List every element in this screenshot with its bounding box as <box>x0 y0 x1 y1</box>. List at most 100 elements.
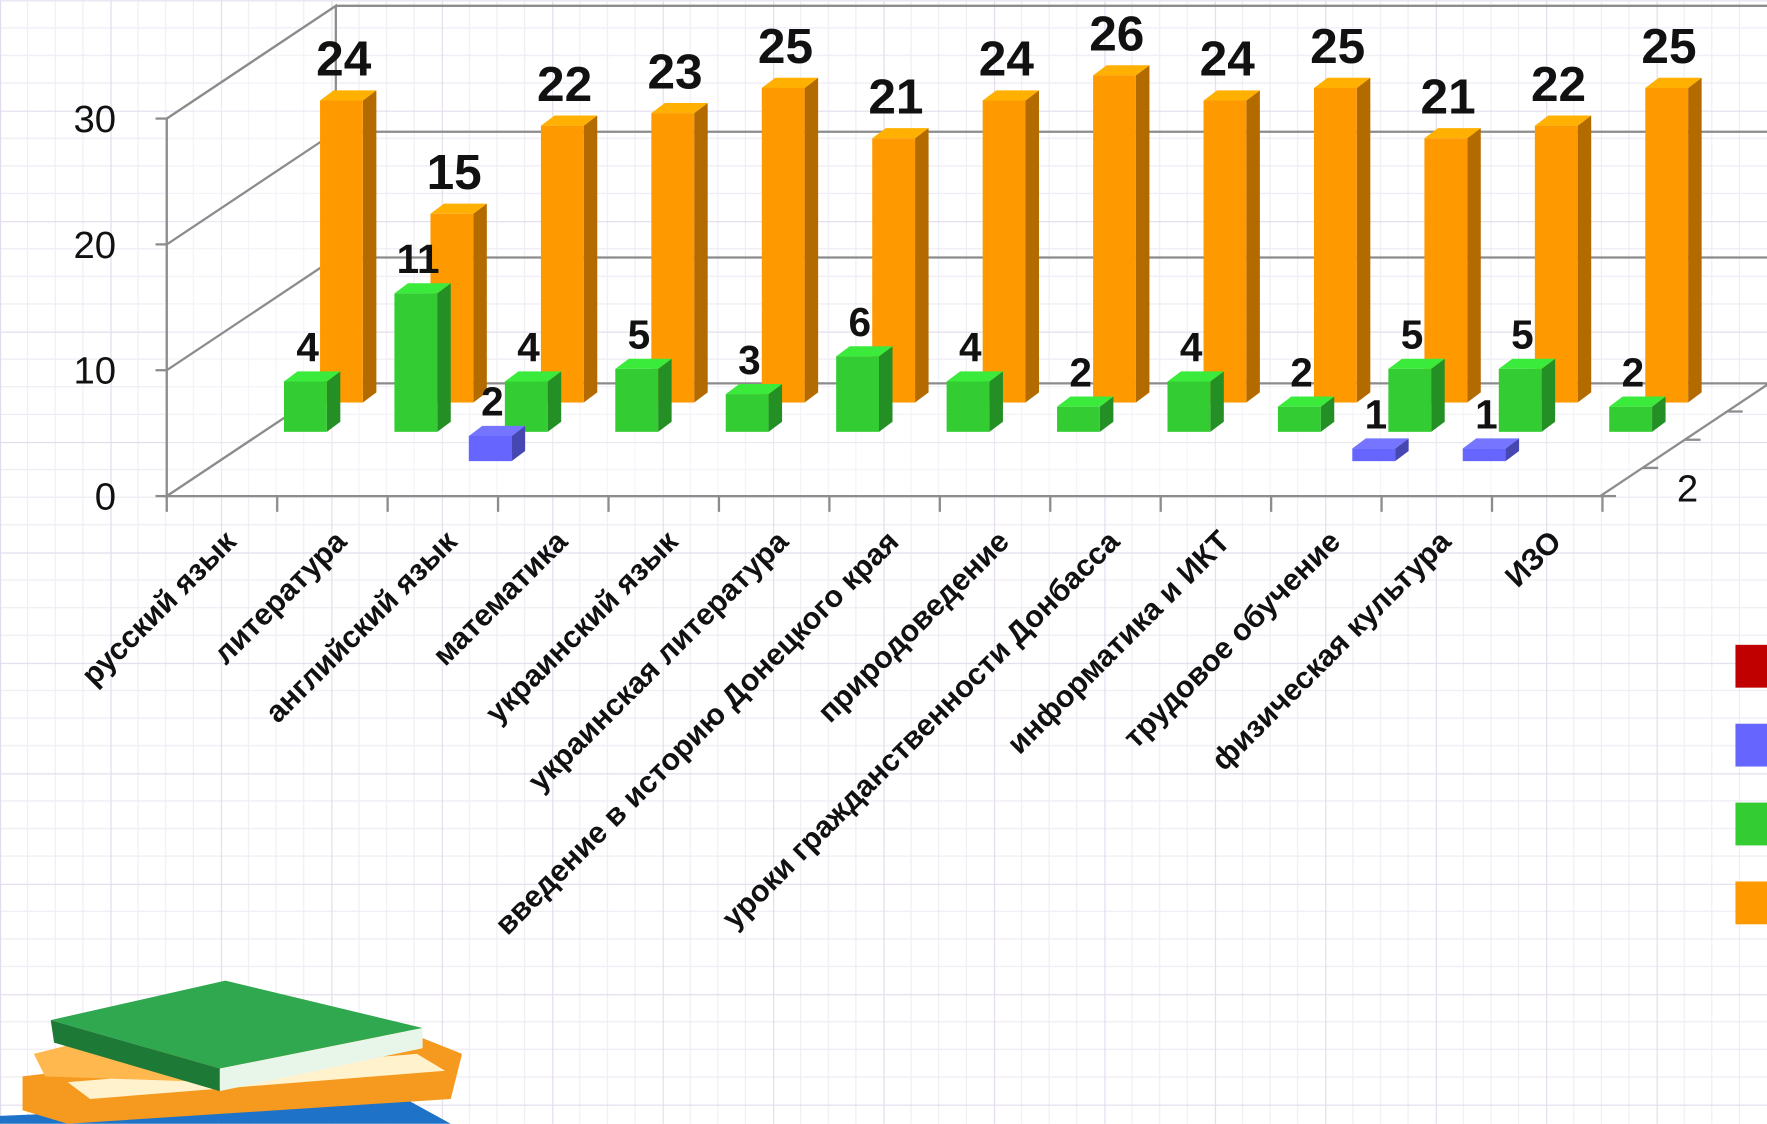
bar-side <box>473 203 487 403</box>
bar-top <box>946 371 1003 382</box>
data-label: 24 <box>1200 31 1256 87</box>
bar-side <box>326 371 341 432</box>
bar-side <box>362 90 377 403</box>
bar-side <box>547 371 562 432</box>
data-label: 11 <box>397 236 440 282</box>
bar-top <box>836 346 893 357</box>
grid-line <box>166 4 1767 120</box>
bar-side <box>1025 90 1040 403</box>
bar-top <box>982 90 1040 101</box>
data-label: 25 <box>1641 18 1696 74</box>
bar-side <box>583 115 598 403</box>
bar-top <box>1167 371 1224 382</box>
bar <box>1313 87 1357 403</box>
bar-side <box>1099 396 1114 432</box>
bar <box>1424 138 1468 403</box>
bar-side <box>768 383 783 432</box>
data-label: 23 <box>647 43 702 99</box>
bar-top <box>1462 438 1520 449</box>
bar <box>283 381 327 432</box>
bar-top <box>1498 358 1556 369</box>
data-label: 4 <box>959 324 982 370</box>
bar-top <box>1352 438 1409 449</box>
data-label: 4 <box>296 324 319 370</box>
data-label: 6 <box>849 299 872 345</box>
bar <box>394 293 438 432</box>
bar <box>1167 381 1211 432</box>
bar <box>725 394 769 432</box>
bar-top <box>430 203 487 214</box>
bar <box>651 113 695 403</box>
bar <box>615 368 659 432</box>
legend-swatch <box>1735 881 1767 925</box>
bar-side <box>1577 115 1592 403</box>
data-label: 4 <box>517 324 540 370</box>
bar-top <box>540 115 598 126</box>
bar-top <box>1277 396 1335 407</box>
bar-top <box>320 90 377 101</box>
data-label: 25 <box>758 18 813 74</box>
data-label: 2 <box>1622 349 1645 395</box>
data-label: 22 <box>537 56 592 112</box>
bar-side <box>989 371 1003 432</box>
data-label: 26 <box>1089 6 1144 62</box>
bar-top <box>1057 396 1114 407</box>
data-label: 15 <box>427 144 482 200</box>
bar <box>1057 406 1100 432</box>
data-label: 25 <box>1310 18 1365 74</box>
bar <box>504 381 548 432</box>
data-label: 22 <box>1531 56 1586 112</box>
y-tick-label: 0 <box>95 476 116 519</box>
bar-side <box>1320 396 1335 432</box>
bar-top <box>1093 65 1150 76</box>
bar <box>982 100 1026 403</box>
bar <box>836 356 879 432</box>
y-tick-label: 30 <box>73 98 116 141</box>
bar <box>1645 87 1689 403</box>
data-label: 5 <box>1511 312 1534 358</box>
bar-top <box>504 371 562 382</box>
data-label: 21 <box>868 68 923 124</box>
bar-top <box>1313 77 1371 88</box>
legend-swatch <box>1735 644 1767 688</box>
plot-walls <box>163 3 1767 499</box>
bar-side <box>437 283 451 432</box>
bar-top <box>725 383 783 395</box>
bar-top <box>394 283 451 294</box>
bar-side <box>1431 358 1445 432</box>
bar-side <box>1135 65 1150 403</box>
bar-side <box>1210 371 1224 432</box>
bar-top <box>1388 358 1445 369</box>
y-tick-label: 20 <box>73 224 116 267</box>
y-tick-label: 10 <box>73 350 116 393</box>
bar-top <box>1534 115 1592 126</box>
bar <box>468 435 512 462</box>
data-label: 3 <box>738 337 761 383</box>
bar-side <box>915 128 929 403</box>
bar-side <box>1467 128 1481 403</box>
bar <box>1277 406 1321 432</box>
data-label: 2 <box>481 379 504 425</box>
bar <box>946 381 990 432</box>
bar-top <box>615 358 672 369</box>
bar <box>540 125 584 403</box>
bar-top <box>651 102 708 114</box>
bar-top <box>468 425 526 436</box>
bar-top <box>761 77 819 88</box>
data-label: 5 <box>1401 312 1424 358</box>
bar-side <box>1652 396 1666 432</box>
data-label: 24 <box>316 31 372 87</box>
bar <box>1203 100 1247 403</box>
legend-swatch <box>1735 802 1767 846</box>
data-label: 2 <box>1290 349 1313 395</box>
data-label: 4 <box>1180 324 1203 370</box>
data-label: 1 <box>1475 391 1498 437</box>
bar-top <box>1424 128 1481 139</box>
bar <box>1498 368 1542 432</box>
bar-side <box>658 358 672 432</box>
bar <box>761 87 805 403</box>
legend-swatch <box>1735 723 1767 767</box>
data-label: 2 <box>1069 349 1092 395</box>
bar <box>1352 448 1396 462</box>
